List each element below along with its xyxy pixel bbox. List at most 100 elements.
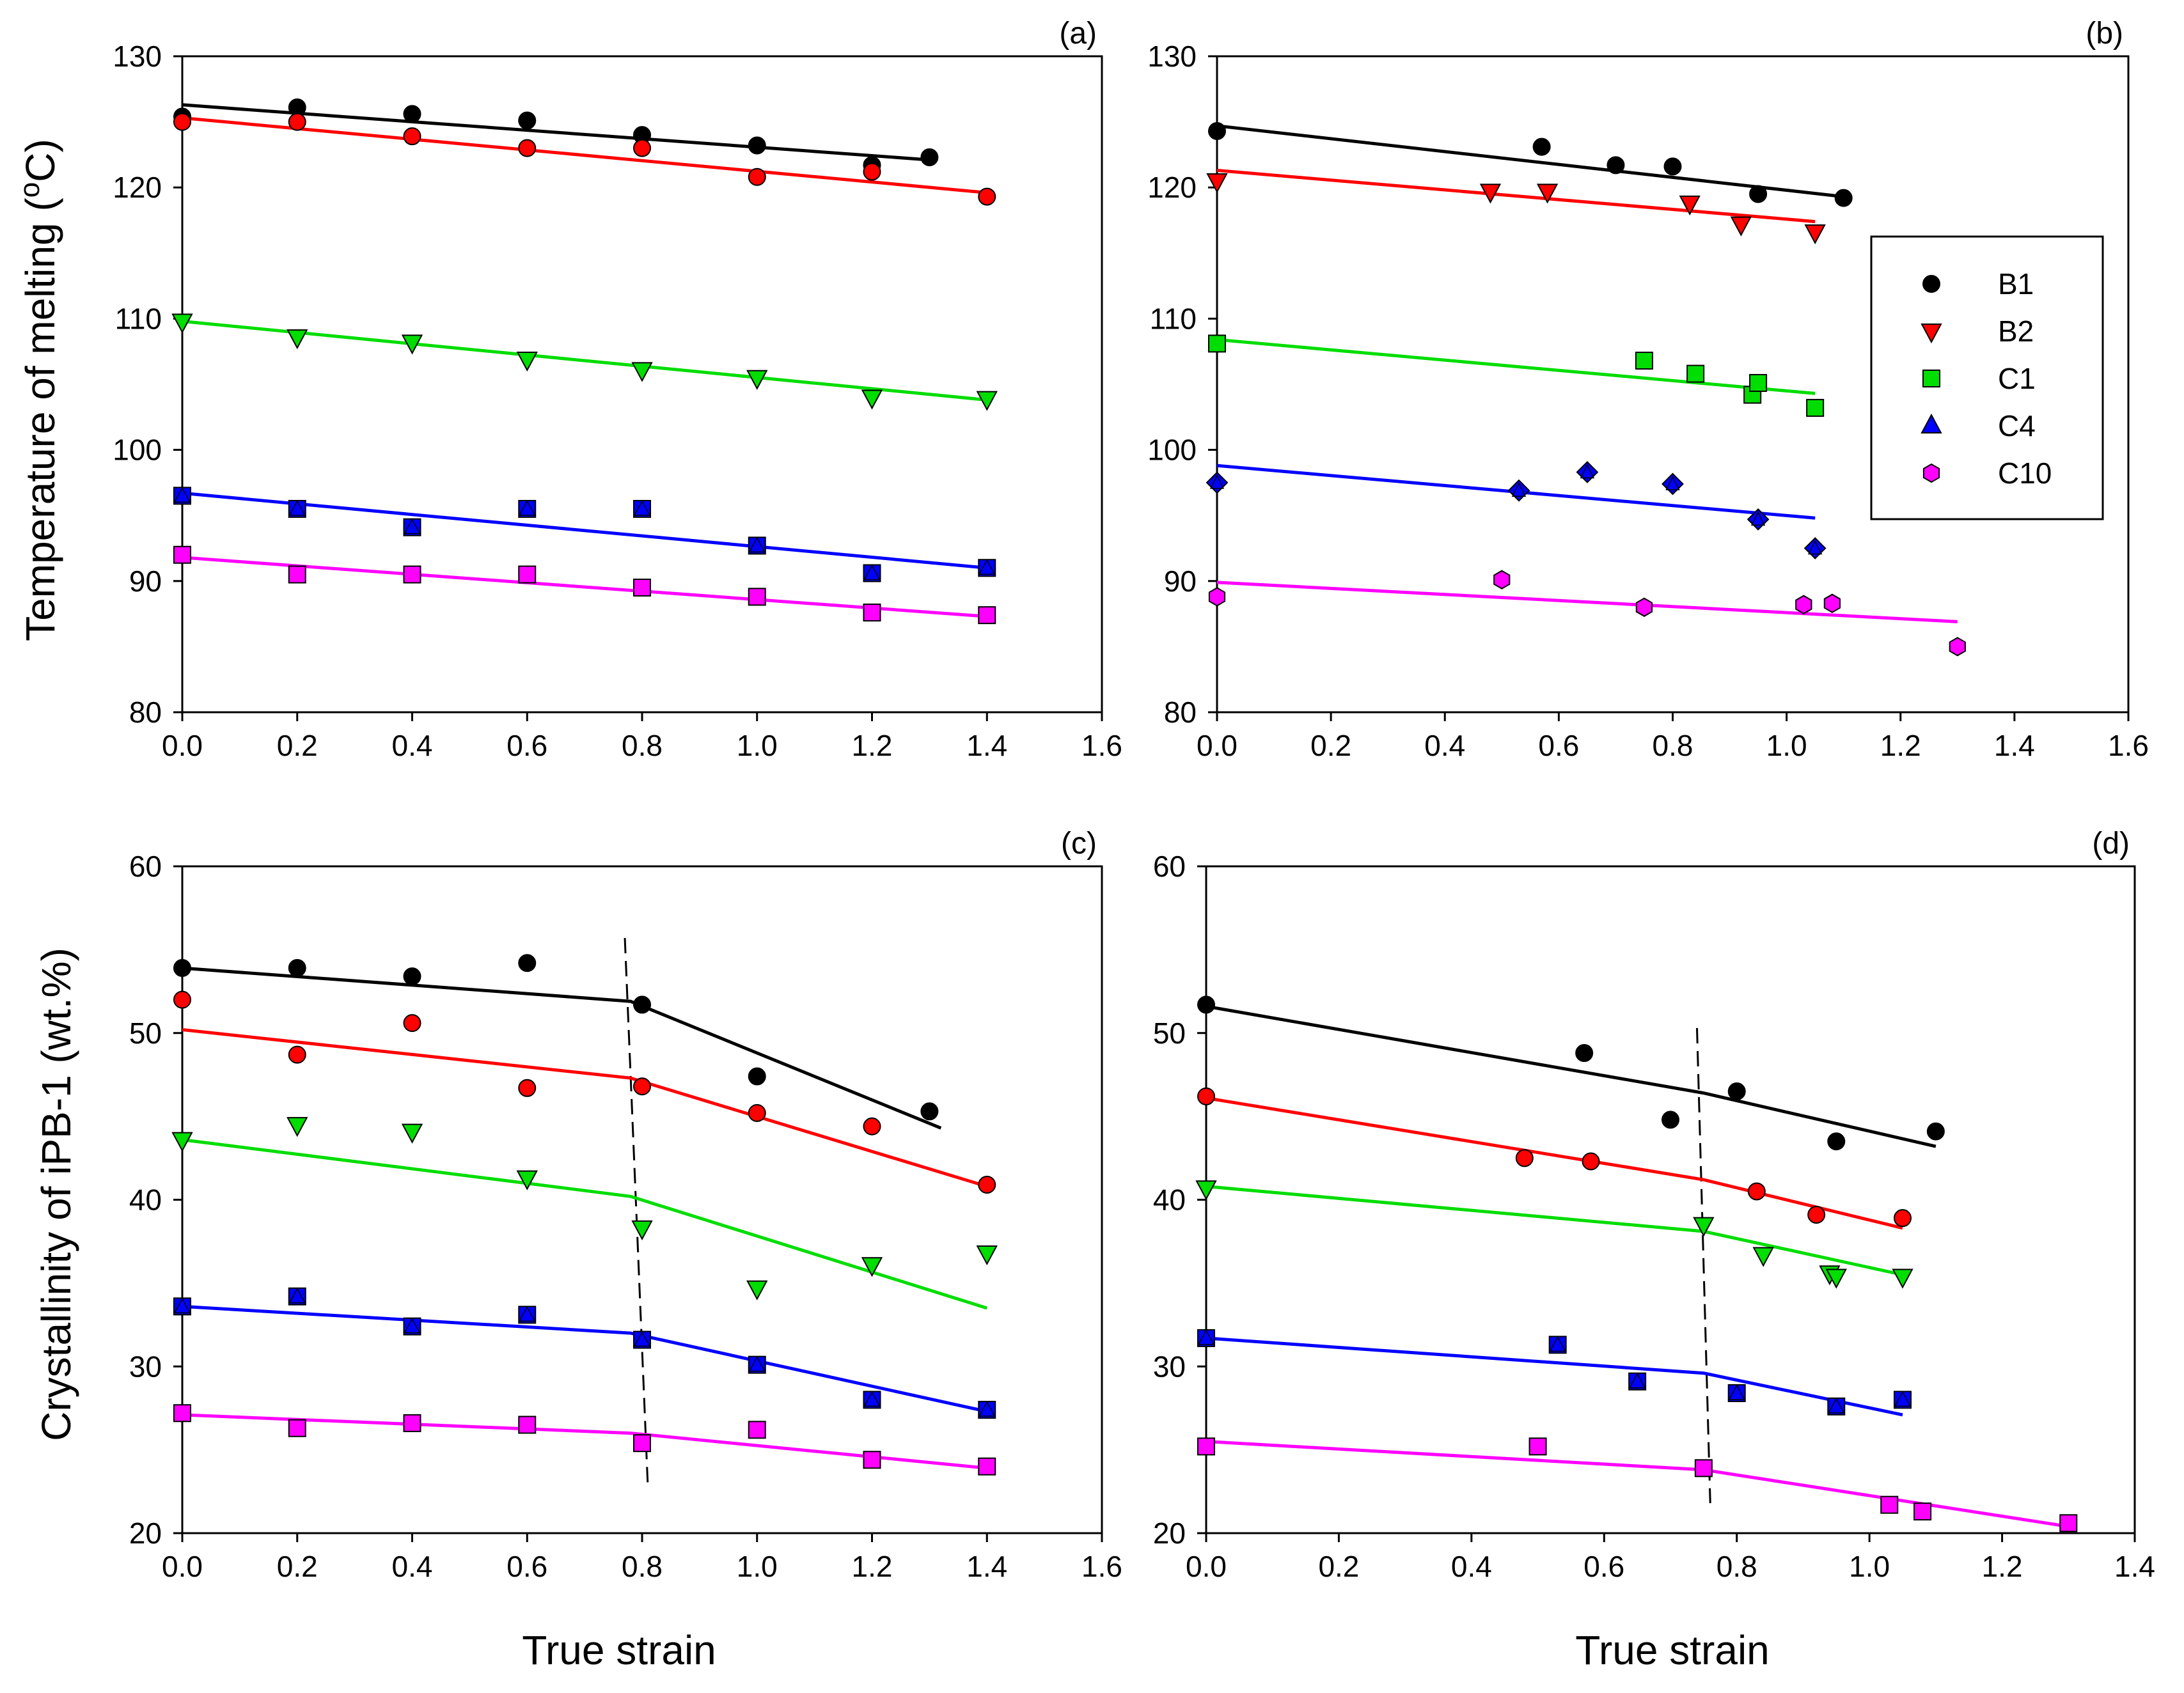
point-c-C4-0-shape [173,1297,191,1316]
point-b-C1-1-shape [1635,352,1653,370]
point-b-C10-3-shape [1795,595,1812,614]
point-b-C10-3 [1795,595,1812,614]
point-a-B2-5-shape [746,370,768,390]
legend-entries: B1 B2 C1 C4 C10 [1921,267,2052,490]
point-c-C1-0-shape [171,1132,193,1152]
y-tick-label-b-3: 110 [1150,302,1197,335]
point-b-C4-2 [1576,461,1599,483]
x-tick-label-d-7: 1.4 [2114,1550,2155,1583]
point-d-C1-1-shape [1693,1217,1715,1237]
y-tick-label-c-2: 40 [129,1183,162,1217]
point-c-B1-3 [518,954,537,972]
point-c-C1-2-shape [401,1123,423,1144]
point-b-C4-4 [1747,508,1770,531]
point-a-B1-red-2-shape [403,127,421,146]
point-b-B1-3-shape [1663,157,1682,176]
y-tick-label-d-2: 40 [1153,1183,1186,1217]
panel-a: 0.0 0.2 0.4 0.6 0.8 1.0 1.2 1.4 1.6 80 90 100 110 120… [113,17,1122,762]
point-c-C4-4-shape [633,1330,651,1349]
x-tick-label-d-6: 1.2 [1982,1550,2023,1583]
point-d-C1-4 [1825,1268,1847,1289]
point-d-C4-2-shape [1628,1372,1647,1391]
x-tick-label-c-8: 1.6 [1081,1550,1122,1583]
point-c-B2-0-shape [173,990,191,1009]
point-d-B1-3 [1727,1082,1746,1101]
point-c-C10-5-shape [748,1421,766,1439]
x-tick-label-c-6: 1.2 [852,1550,893,1583]
point-b-B2-3 [1679,195,1701,215]
point-a-B1-red-0-shape [173,113,191,131]
point-c-B1-1 [288,959,306,978]
point-a-B1-3 [518,111,537,130]
point-a-B2-7 [976,391,998,411]
point-a-B1-red-6 [863,162,881,181]
x-tick-label-a-5: 1.0 [737,729,778,762]
point-b-B1-2-shape [1607,156,1625,175]
point-b-B2-4-shape [1730,216,1752,237]
y-axis-label-top-text: Temperature of melting ( [17,198,63,641]
x-tick-label-c-1: 0.2 [277,1550,318,1583]
point-b-C1-1 [1635,352,1653,370]
point-c-C10-0-shape [173,1404,191,1423]
point-b-C4-1-shape [1507,479,1530,502]
point-c-B1-2 [403,967,421,986]
point-c-C1-6 [861,1257,883,1277]
x-tick-label-c-4: 0.8 [622,1550,663,1583]
point-d-C4-1-overlay [1549,1336,1566,1352]
fit-line-d-B2 [1206,1096,1903,1230]
point-d-B1-1 [1575,1044,1594,1063]
point-a-C4-4 [633,499,651,518]
point-c-C1-0 [171,1132,193,1152]
y-tick-label-c-3: 50 [129,1017,162,1050]
point-a-C4-1-overlay [288,500,306,516]
point-c-C4-7-overlay [978,1401,996,1417]
point-a-C4-7-overlay [978,559,996,575]
point-a-C4-5 [748,536,766,555]
point-b-B1-0 [1208,121,1226,140]
point-a-B2-2-shape [401,334,423,355]
x-axis-label-c: True strain [522,1627,716,1673]
point-b-B1-0-shape [1208,121,1226,140]
point-c-B2-6-shape [863,1117,881,1135]
point-a-B1-7 [920,148,939,167]
point-a-C4-4-overlay [633,500,651,516]
point-a-B1-2-shape [403,105,421,123]
point-b-C1-2 [1686,364,1705,383]
point-d-C4-3 [1727,1384,1746,1402]
point-c-C1-1 [287,1117,308,1137]
point-d-C1-5-shape [1892,1268,1913,1289]
legend-label-B1: B1 [1998,267,2034,300]
point-a-B1-red-4-shape [633,139,651,157]
point-d-C4-2 [1628,1372,1647,1391]
point-a-C10-0-shape [173,545,191,564]
point-c-B1-6 [920,1102,939,1121]
point-c-C4-4-overlay [633,1330,651,1347]
point-a-C10-6-shape [863,604,881,622]
point-b-C10-0 [1208,587,1226,607]
y-tick-label-a-5: 130 [113,40,162,73]
point-d-B1-2-shape [1662,1111,1679,1129]
point-b-C10-4 [1823,593,1841,613]
point-a-B1-red-7-shape [978,187,996,206]
point-b-C10-1 [1493,570,1511,589]
point-b-C10-0-shape [1208,587,1226,607]
point-a-C10-5-shape [748,588,766,606]
point-c-C10-4 [633,1434,651,1453]
y-axis-label-bottom: Crystallinity of iPB-1 (wt.%) [33,948,79,1441]
y-tick-label-c-1: 30 [129,1350,162,1383]
point-a-C10-3 [518,565,537,584]
point-a-C4-6 [863,564,881,582]
y-axis-label-top: Temperature of melting (oC) [14,139,63,641]
x-tick-label-b-3: 0.6 [1538,729,1579,762]
panel-c: 0.0 0.2 0.4 0.6 0.8 1.0 1.2 1.4 1.6 20 30 40 50 60 (c) [129,827,1122,1583]
point-d-B2-2-shape [1582,1152,1600,1171]
point-b-C4-5-shape [1803,537,1827,559]
point-d-B1-3-shape [1727,1082,1746,1101]
point-a-C4-3-overlay [518,500,536,516]
x-tick-label-c-0: 0.0 [162,1550,203,1583]
point-a-B2-7-shape [976,391,998,411]
point-c-B2-5 [748,1104,766,1122]
point-b-C4-3 [1662,472,1684,495]
point-a-C4-7-shape [978,559,996,577]
y-tick-label-a-0: 80 [129,696,162,729]
